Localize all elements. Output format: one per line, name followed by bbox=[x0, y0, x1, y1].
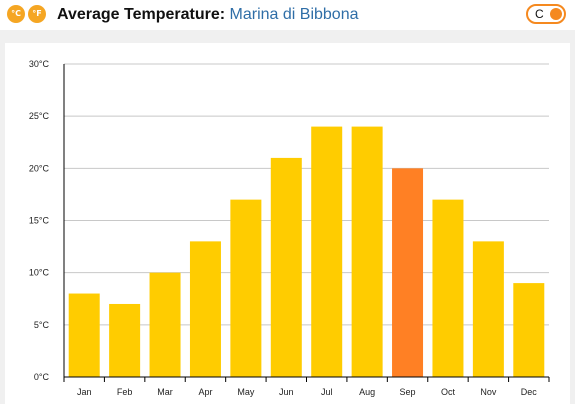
bar bbox=[351, 126, 383, 377]
x-tick-label: Sep bbox=[400, 387, 416, 397]
x-tick-label: Mar bbox=[157, 387, 173, 397]
y-tick-label: 0°C bbox=[34, 372, 50, 382]
bar bbox=[311, 126, 343, 377]
x-tick-label: Feb bbox=[117, 387, 133, 397]
toggle-knob bbox=[550, 8, 562, 20]
fahrenheit-unit-button[interactable]: °F bbox=[28, 5, 46, 23]
bar bbox=[149, 272, 181, 377]
unit-toggle[interactable]: C bbox=[526, 4, 566, 24]
bar bbox=[513, 283, 545, 377]
x-tick-label: Oct bbox=[441, 387, 456, 397]
y-tick-label: 10°C bbox=[29, 268, 50, 278]
bar bbox=[270, 157, 302, 377]
x-tick-label: Apr bbox=[198, 387, 212, 397]
bar bbox=[392, 168, 424, 377]
x-tick-label: Jan bbox=[77, 387, 92, 397]
x-tick-label: Jun bbox=[279, 387, 294, 397]
y-tick-label: 30°C bbox=[29, 59, 50, 69]
x-tick-label: Jul bbox=[321, 387, 333, 397]
bar bbox=[68, 293, 100, 377]
y-tick-label: 25°C bbox=[29, 111, 50, 121]
x-tick-label: Dec bbox=[521, 387, 538, 397]
bar bbox=[189, 241, 221, 377]
title-text: Average Temperature: bbox=[57, 6, 226, 23]
header: °C °F Average Temperature: Marina di Bib… bbox=[0, 0, 575, 30]
bar bbox=[432, 199, 464, 377]
x-tick-label: Nov bbox=[480, 387, 497, 397]
x-tick-label: May bbox=[237, 387, 255, 397]
bar bbox=[472, 241, 504, 377]
y-tick-label: 5°C bbox=[34, 320, 50, 330]
bar bbox=[230, 199, 262, 377]
y-tick-label: 15°C bbox=[29, 216, 50, 226]
location-name: Marina di Bibbona bbox=[229, 6, 359, 23]
y-tick-label: 20°C bbox=[29, 163, 50, 173]
toggle-label: C bbox=[535, 7, 544, 21]
bar bbox=[109, 303, 141, 377]
x-tick-label: Aug bbox=[359, 387, 375, 397]
page-title: Average Temperature: Marina di Bibbona bbox=[57, 5, 358, 25]
celsius-unit-button[interactable]: °C bbox=[7, 5, 25, 23]
